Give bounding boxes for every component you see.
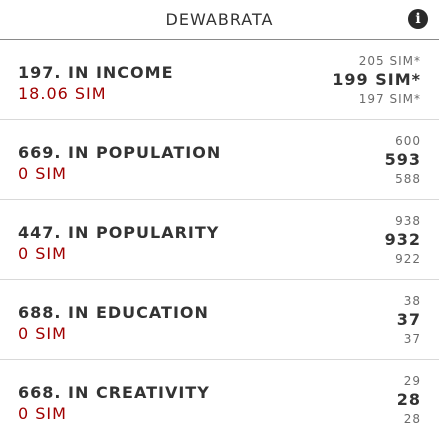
neighbor-above: 938 (395, 214, 421, 228)
current-value: 932 (384, 230, 421, 249)
info-icon[interactable]: i (408, 9, 428, 29)
neighbor-above: 38 (403, 294, 421, 308)
neighbor-values: 600 593 588 (385, 133, 421, 187)
header-bar: DEWABRATA i (0, 0, 439, 40)
current-value: 37 (396, 310, 421, 329)
rank-value: 0 SIM (18, 164, 67, 183)
page-title: DEWABRATA (165, 10, 274, 29)
neighbor-above: 29 (403, 374, 421, 388)
rankings-list: 197. IN INCOME 18.06 SIM 205 SIM* 199 SI… (0, 40, 439, 440)
neighbor-values: 29 28 28 (397, 373, 421, 427)
rank-row-income[interactable]: 197. IN INCOME 18.06 SIM 205 SIM* 199 SI… (0, 40, 439, 120)
rank-label: 669. IN POPULATION (18, 143, 222, 162)
neighbor-values: 205 SIM* 199 SIM* 197 SIM* (332, 53, 421, 107)
neighbor-below: 197 SIM* (358, 92, 421, 106)
neighbor-values: 938 932 922 (385, 213, 421, 267)
current-value: 28 (396, 390, 421, 409)
rank-row-creativity[interactable]: 668. IN CREATIVITY 0 SIM 29 28 28 (0, 360, 439, 440)
current-value: 199 SIM* (332, 70, 421, 89)
rank-label: 668. IN CREATIVITY (18, 383, 210, 402)
rank-value: 0 SIM (18, 404, 67, 423)
neighbor-above: 600 (395, 134, 421, 148)
rank-label: 197. IN INCOME (18, 63, 174, 82)
neighbor-values: 38 37 37 (397, 293, 421, 347)
rank-label: 447. IN POPULARITY (18, 223, 220, 242)
current-value: 593 (384, 150, 421, 169)
rank-value: 0 SIM (18, 324, 67, 343)
neighbor-below: 588 (395, 172, 421, 186)
rank-value: 0 SIM (18, 244, 67, 263)
neighbor-below: 37 (403, 332, 421, 346)
neighbor-below: 922 (395, 252, 421, 266)
rank-value: 18.06 SIM (18, 84, 107, 103)
rank-label: 688. IN EDUCATION (18, 303, 209, 322)
neighbor-above: 205 SIM* (358, 54, 421, 68)
rank-row-education[interactable]: 688. IN EDUCATION 0 SIM 38 37 37 (0, 280, 439, 360)
neighbor-below: 28 (403, 412, 421, 426)
rank-row-popularity[interactable]: 447. IN POPULARITY 0 SIM 938 932 922 (0, 200, 439, 280)
rank-row-population[interactable]: 669. IN POPULATION 0 SIM 600 593 588 (0, 120, 439, 200)
